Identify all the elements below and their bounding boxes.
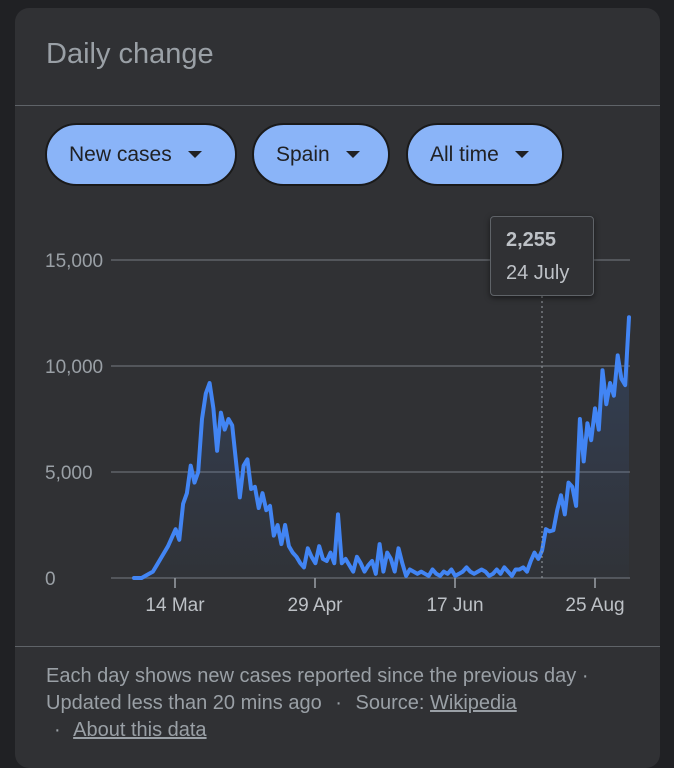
footer-divider — [15, 646, 660, 647]
x-tick-label: 29 Apr — [288, 595, 344, 616]
chart-tooltip: 2,255 24 July — [490, 216, 594, 296]
x-tick-label: 14 Mar — [145, 595, 205, 616]
series-area — [134, 317, 629, 578]
about-data-link[interactable]: About this data — [73, 719, 207, 741]
time-range-dropdown[interactable]: All time — [406, 123, 564, 186]
metric-dropdown-label: New cases — [69, 142, 172, 166]
chevron-down-icon — [514, 151, 529, 158]
cases-chart[interactable]: 0 5,000 10,000 15,000 14 Mar 29 Apr 17 Jun 25 A… — [15, 198, 660, 628]
location-dropdown[interactable]: Spain — [252, 123, 390, 186]
chevron-down-icon — [187, 151, 202, 158]
footer-description: Each day shows new cases reported since … — [46, 665, 589, 714]
x-tick-label: 17 Jun — [426, 595, 483, 616]
chevron-down-icon — [345, 151, 360, 158]
location-dropdown-label: Spain — [276, 142, 330, 166]
source-label: Source: — [355, 692, 425, 714]
y-tick-label: 0 — [45, 569, 56, 590]
time-range-dropdown-label: All time — [430, 142, 499, 166]
tooltip-date: 24 July — [506, 262, 570, 284]
x-tick-label: 25 Aug — [565, 595, 624, 616]
chart-footer: Each day shows new cases reported since … — [46, 663, 636, 744]
y-tick-label: 15,000 — [45, 251, 103, 272]
metric-dropdown[interactable]: New cases — [45, 123, 237, 186]
separator: · — [54, 719, 61, 741]
card-title: Daily change — [46, 38, 214, 70]
title-divider — [15, 105, 660, 106]
tooltip-value: 2,255 — [506, 229, 557, 251]
daily-change-card: Daily change New cases Spain All time 0 5… — [15, 8, 660, 768]
y-tick-label: 5,000 — [45, 463, 93, 484]
series-line — [132, 315, 631, 580]
y-tick-label: 10,000 — [45, 357, 103, 378]
wikipedia-link[interactable]: Wikipedia — [430, 692, 517, 714]
separator: · — [335, 692, 342, 714]
